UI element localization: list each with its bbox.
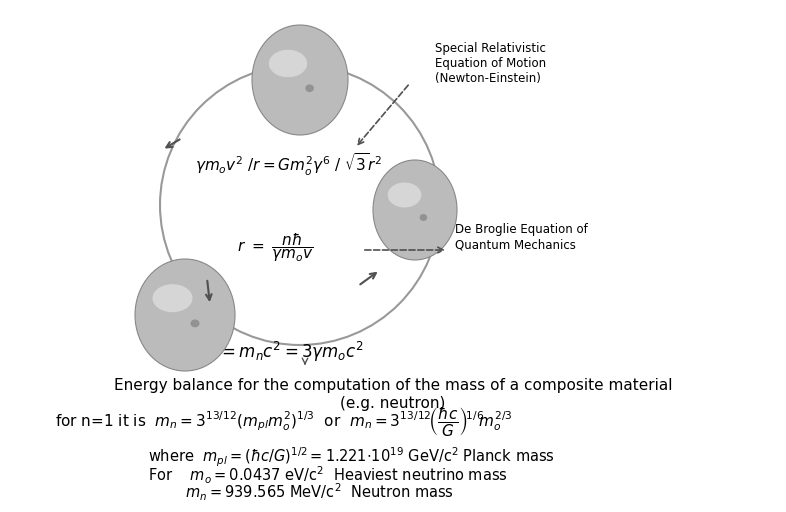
Ellipse shape xyxy=(420,214,427,221)
Text: Energy balance for the computation of the mass of a composite material: Energy balance for the computation of th… xyxy=(114,378,672,393)
Ellipse shape xyxy=(269,50,307,77)
Text: $\gamma m_o v^2\ /r = Gm_o^2\gamma^6\ /\ \sqrt{3}r^2$: $\gamma m_o v^2\ /r = Gm_o^2\gamma^6\ /\… xyxy=(195,152,382,178)
Text: $r\ =\ \dfrac{n\hbar}{\gamma m_o v}$: $r\ =\ \dfrac{n\hbar}{\gamma m_o v}$ xyxy=(237,231,314,264)
Ellipse shape xyxy=(387,182,421,207)
Text: De Broglie Equation of
Quantum Mechanics: De Broglie Equation of Quantum Mechanics xyxy=(455,223,588,251)
Ellipse shape xyxy=(190,319,200,327)
Text: for n=1 it is  $m_n = 3^{13/12}(m_{pl}m_o^2)^{1/3}$  or  $m_n = 3^{13/12}\!\left: for n=1 it is $m_n = 3^{13/12}(m_{pl}m_o… xyxy=(55,406,512,438)
Text: where  $m_{pl}$$=(\hbar c/G)^{1/2}$$= 1.221{\cdot}10^{19}$ GeV/c$^2$ Planck mass: where $m_{pl}$$=(\hbar c/G)^{1/2}$$= 1.2… xyxy=(148,445,555,468)
Ellipse shape xyxy=(305,84,314,92)
Ellipse shape xyxy=(252,25,348,135)
Text: $m_n$$=939.565$ MeV/c$^2$  Neutron mass: $m_n$$=939.565$ MeV/c$^2$ Neutron mass xyxy=(185,481,454,503)
Text: $E = m_n c^2 = 3\gamma m_o c^2$: $E = m_n c^2 = 3\gamma m_o c^2$ xyxy=(208,340,364,364)
Ellipse shape xyxy=(373,160,457,260)
Text: Special Relativistic
Equation of Motion
(Newton-Einstein): Special Relativistic Equation of Motion … xyxy=(435,42,546,85)
Ellipse shape xyxy=(135,259,235,371)
Text: (e.g. neutron): (e.g. neutron) xyxy=(340,396,446,411)
Ellipse shape xyxy=(152,284,193,312)
Text: For    $m_o$$=0.0437$ eV/c$^2$  Heaviest neutrino mass: For $m_o$$=0.0437$ eV/c$^2$ Heaviest neu… xyxy=(148,464,508,486)
